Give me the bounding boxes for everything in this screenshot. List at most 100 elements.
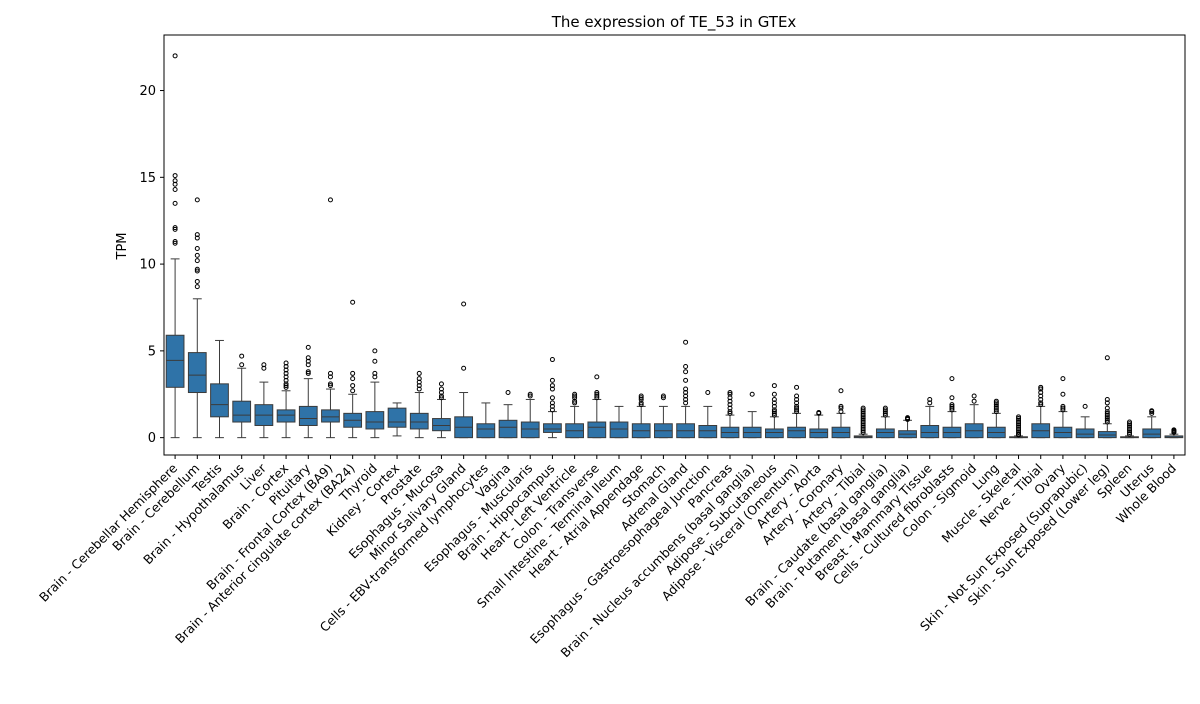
outlier-point: [683, 396, 689, 402]
outlier-point: [461, 365, 467, 371]
outlier-point: [327, 374, 333, 380]
outlier-point: [727, 405, 733, 411]
outlier-point: [305, 362, 311, 368]
outlier-point: [794, 384, 800, 390]
outlier-point: [860, 410, 866, 416]
outlier-point: [771, 400, 777, 406]
box-29: [809, 409, 829, 439]
box-21: [631, 393, 651, 439]
outlier-point: [1038, 400, 1044, 406]
box-0: [165, 53, 185, 439]
outlier-point: [638, 402, 644, 408]
outlier-point: [838, 403, 844, 409]
box-22: [654, 393, 673, 439]
outlier-point: [194, 232, 200, 238]
outlier-point: [438, 386, 444, 392]
outlier-point: [683, 369, 689, 375]
outlier-point: [1082, 403, 1088, 409]
outlier-point: [194, 268, 200, 274]
outlier-point: [860, 407, 866, 413]
box-37: [986, 398, 1006, 439]
outlier-point: [683, 386, 689, 392]
outlier-point: [1127, 426, 1133, 432]
box-4: [254, 362, 274, 439]
x-tick-label: Brain - Cerebellar Hemisphere: [36, 460, 180, 604]
outlier-point: [905, 415, 911, 421]
outlier-point: [1038, 402, 1044, 408]
outlier-point: [860, 419, 866, 425]
box-rect: [920, 424, 940, 439]
outlier-point: [882, 410, 888, 416]
box-rect: [520, 421, 540, 439]
box-34: [920, 396, 940, 439]
outlier-point: [771, 396, 777, 402]
box-44: [1142, 408, 1162, 439]
outlier-point: [594, 374, 600, 380]
outlier-point: [1104, 419, 1110, 425]
y-tick-label: 20: [139, 84, 156, 99]
outlier-point: [1038, 396, 1044, 402]
box-rect: [298, 405, 318, 426]
box-32: [875, 405, 895, 439]
outlier-point: [549, 383, 555, 389]
outlier-point: [771, 403, 777, 409]
outlier-point: [927, 396, 933, 402]
box-16: [520, 391, 540, 439]
outlier-point: [860, 426, 866, 432]
outlier-point: [727, 395, 733, 401]
box-26: [742, 391, 762, 439]
y-tick-label: 15: [139, 171, 156, 186]
box-5: [276, 360, 296, 439]
outlier-point: [283, 384, 289, 390]
outlier-point: [461, 301, 467, 307]
box-rect: [276, 409, 296, 423]
outlier-point: [838, 388, 844, 394]
outlier-point: [638, 395, 644, 401]
outlier-point: [860, 409, 866, 415]
outlier-point: [172, 178, 178, 184]
outlier-point: [1060, 376, 1066, 382]
box-rect: [809, 428, 829, 439]
outlier-point: [1149, 408, 1155, 414]
box-rect: [232, 400, 252, 423]
outlier-point: [727, 391, 733, 397]
outlier-point: [1060, 403, 1066, 409]
box-33: [898, 415, 917, 439]
outlier-point: [860, 421, 866, 427]
outlier-point: [660, 395, 666, 401]
outlier-point: [1016, 426, 1022, 432]
outlier-point: [572, 400, 578, 406]
box-31: [853, 405, 873, 439]
outlier-point: [283, 360, 289, 366]
outlier-point: [594, 393, 600, 399]
outlier-point: [949, 405, 955, 411]
outlier-point: [794, 393, 800, 399]
outlier-point: [372, 358, 378, 364]
box-45: [1164, 427, 1184, 439]
outlier-point: [882, 405, 888, 411]
outlier-point: [1104, 414, 1110, 420]
outlier-point: [993, 405, 999, 411]
box-rect: [1142, 428, 1162, 439]
outlier-point: [993, 400, 999, 406]
outlier-point: [882, 409, 888, 415]
outlier-point: [683, 393, 689, 399]
outlier-point: [794, 396, 800, 402]
outlier-point: [1127, 429, 1133, 435]
outlier-point: [505, 390, 511, 396]
outlier-point: [1127, 431, 1133, 437]
box-27: [765, 383, 784, 439]
outlier-point: [416, 386, 422, 392]
outlier-point: [1060, 407, 1066, 413]
outlier-point: [1016, 414, 1022, 420]
box-36: [964, 393, 984, 439]
box-8: [343, 299, 363, 439]
outlier-point: [327, 381, 333, 387]
outlier-point: [1016, 422, 1022, 428]
box-rect: [187, 352, 207, 394]
outlier-point: [683, 390, 689, 396]
outlier-point: [1038, 390, 1044, 396]
outlier-point: [971, 398, 977, 404]
box-39: [1031, 384, 1051, 439]
